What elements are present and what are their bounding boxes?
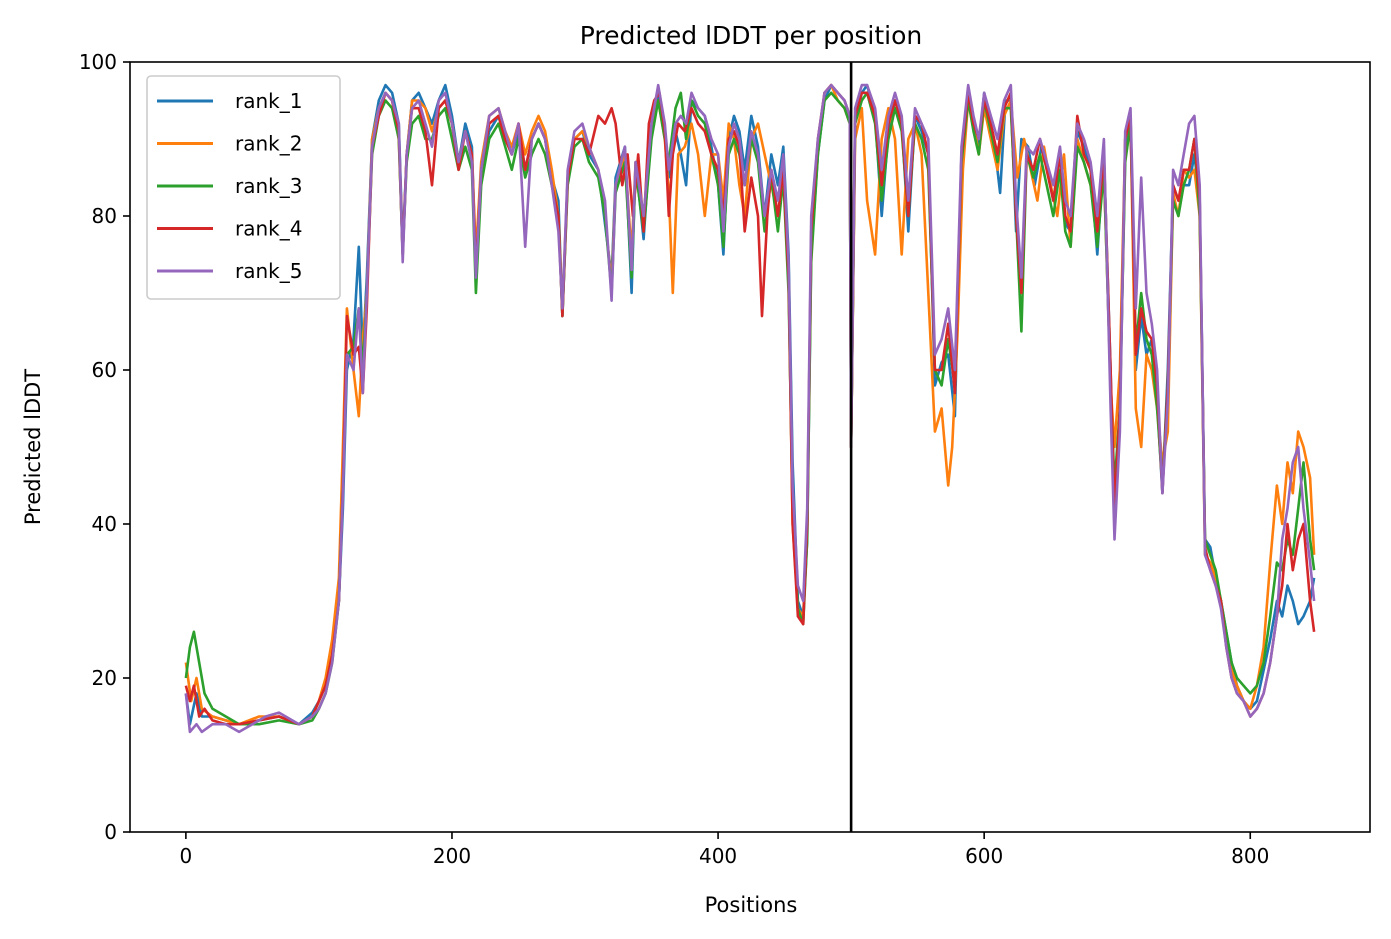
y-axis-title: Predicted lDDT [21,369,45,525]
legend-label: rank_5 [235,259,302,283]
legend: rank_1 rank_2 rank_3 rank_4 rank_5 [146,75,341,300]
x-tick-label: 800 [1231,844,1269,868]
legend-label: rank_2 [235,132,302,156]
x-tick-label: 200 [433,844,471,868]
x-tick-label: 400 [699,844,737,868]
series-line-rank_5 [184,83,1316,734]
x-axis: 0 200 400 600 800 [180,832,1269,868]
legend-label: rank_4 [235,217,302,241]
x-tick-label: 0 [180,844,193,868]
plot-area [129,61,1371,833]
y-tick-label: 20 [92,666,117,690]
chart-title: Predicted lDDT per position [580,21,922,50]
legend-label: rank_1 [235,89,302,113]
plot-frame [129,61,1371,833]
legend-label: rank_3 [235,174,302,198]
y-tick-label: 60 [92,358,117,382]
legend-box [146,75,341,300]
y-tick-label: 40 [92,512,117,536]
y-tick-label: 80 [92,204,117,228]
y-tick-label: 100 [79,50,117,74]
y-tick-label: 0 [104,820,117,844]
x-axis-title: Positions [705,893,798,917]
y-axis: 0 20 40 60 80 100 [79,50,130,844]
x-tick-label: 600 [965,844,1003,868]
